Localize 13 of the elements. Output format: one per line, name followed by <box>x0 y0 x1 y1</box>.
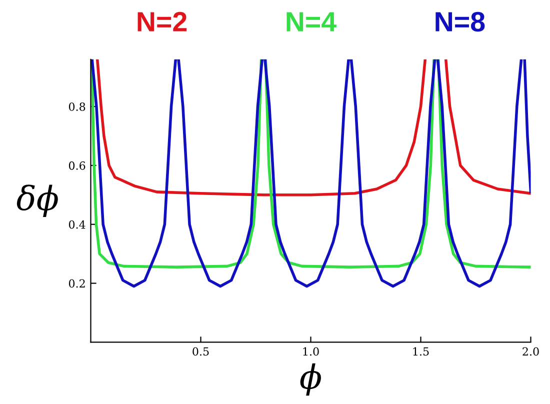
series-label: N=4 <box>286 12 336 32</box>
x-tick-label: 1.0 <box>303 347 319 356</box>
series-label: N=2 <box>138 12 187 32</box>
x-tick-label: 1.5 <box>413 347 429 356</box>
x-tick-label: 0.5 <box>192 347 209 356</box>
y-axis-title: δϕ <box>16 184 58 218</box>
x-axis-title: ϕ <box>300 363 321 396</box>
y-tick-label: 0.4 <box>68 220 86 229</box>
y-tick-label: 0.2 <box>68 279 85 288</box>
y-tick-label: 0.8 <box>68 102 86 111</box>
x-tick-label: 2.0 <box>522 347 539 356</box>
y-tick-label: 0.6 <box>68 161 86 170</box>
series-label: N=8 <box>436 12 485 32</box>
